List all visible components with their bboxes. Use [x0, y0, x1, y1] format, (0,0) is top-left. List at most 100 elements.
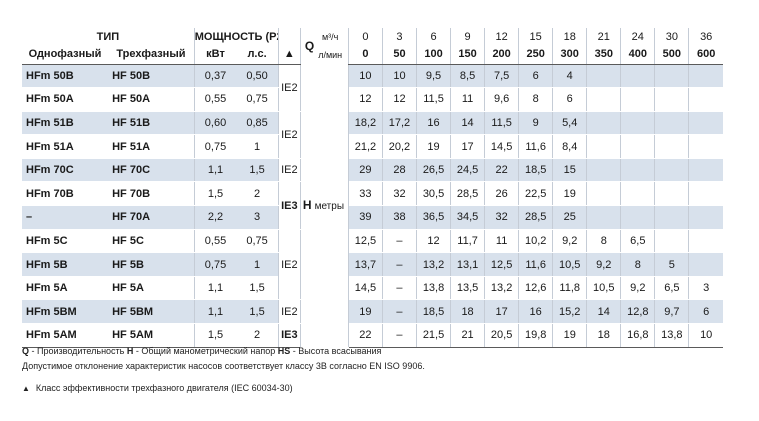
- flow-lmin-header: 400: [620, 45, 655, 65]
- head-value: 6: [552, 87, 587, 112]
- head-value: 12,5: [484, 252, 519, 277]
- head-value: 10,5: [586, 276, 621, 301]
- head-value: 24,5: [450, 158, 485, 183]
- head-value: 13,1: [450, 252, 485, 277]
- flow-m3h-header: 3: [381, 28, 417, 46]
- head-value: 34,5: [450, 205, 485, 230]
- power-hp: 2: [236, 323, 279, 348]
- head-value: 12: [347, 87, 383, 112]
- head-value: [654, 87, 689, 112]
- head-value: [620, 134, 655, 159]
- three-phase-model: HF 51B: [108, 111, 195, 136]
- head-value: 17,2: [381, 111, 417, 136]
- power-kw: 1,5: [193, 323, 237, 348]
- efficiency-note: ▲ Класс эффективности трехфазного двигате…: [22, 383, 293, 393]
- head-value: 15: [552, 158, 587, 183]
- head-value: 12,5: [347, 229, 383, 254]
- head-value: 13,2: [484, 276, 519, 301]
- single-phase-model: HFm 5C: [22, 229, 109, 254]
- power-hp: 2: [236, 181, 279, 207]
- head-value: [654, 229, 689, 254]
- head-value: 4: [552, 64, 587, 89]
- head-value: 11,8: [552, 276, 587, 301]
- single-phase-model: HFm 70B: [22, 181, 109, 207]
- head-value: 5: [654, 252, 689, 277]
- head-value: 15,2: [552, 299, 587, 325]
- head-value: 20,2: [381, 134, 417, 159]
- head-value: 10,2: [518, 229, 553, 254]
- head-value: 21,5: [415, 323, 451, 348]
- head-value: [654, 111, 689, 136]
- power-hp: 0,75: [236, 229, 279, 254]
- head-value: 8,4: [552, 134, 587, 159]
- flow-lmin-header: 150: [450, 45, 485, 65]
- table-row: HFm 70C HF 70C 1,1 1,5 IE2 29 28 26,5 24,5 22 18,5…: [22, 158, 723, 183]
- tolerance-note: Допустимое отклонение характеристик насо…: [22, 361, 425, 371]
- head-value: [586, 64, 621, 89]
- single-phase-model: HFm 5AM: [22, 323, 109, 348]
- efficiency-class: IE3: [277, 181, 301, 230]
- head-value: 22,5: [518, 181, 553, 207]
- head-value: 18,2: [347, 111, 383, 136]
- power-kw: 0,55: [193, 87, 237, 112]
- head-value: 9,5: [415, 64, 451, 89]
- power-hp: 1: [236, 134, 279, 159]
- head-value: 11,6: [518, 134, 553, 159]
- head-value: –: [381, 276, 417, 301]
- power-hp: 0,50: [236, 64, 279, 89]
- table-row: HFm 5B HF 5B 0,75 1 13,7–13,2 13,1 12,5 11,6 10,…: [22, 252, 723, 277]
- efficiency-class: IE2: [277, 158, 301, 183]
- head-value: 14,5: [347, 276, 383, 301]
- hp-header: л.с.: [236, 45, 279, 65]
- head-value: 6,5: [654, 276, 689, 301]
- head-value: 6: [688, 299, 723, 325]
- head-value: 30,5: [415, 181, 451, 207]
- flow-lmin-header: 300: [552, 45, 587, 65]
- flow-lmin-header: 500: [654, 45, 689, 65]
- head-value: 11,6: [518, 252, 553, 277]
- flow-unit-header: Q м³/ч л/мин: [300, 28, 348, 64]
- head-value: 9,7: [654, 299, 689, 325]
- power-hp: 3: [236, 205, 279, 230]
- head-value: 9: [518, 111, 553, 136]
- three-phase-model: HF 51A: [108, 134, 195, 159]
- head-value: 10: [688, 323, 723, 348]
- head-value: 36,5: [415, 205, 451, 230]
- flow-lmin-header: 0: [347, 45, 383, 65]
- head-value: –: [381, 323, 417, 348]
- flow-lmin-header: 100: [415, 45, 451, 65]
- header-row-2: Однофазный Трехфазный кВт л.с. ▲ 0 50 100 1…: [22, 45, 723, 65]
- head-value: 11,7: [450, 229, 485, 254]
- head-value: [586, 111, 621, 136]
- head-value: 11,5: [415, 87, 451, 112]
- flow-m3h-header: 21: [586, 28, 621, 46]
- head-value: –: [381, 252, 417, 277]
- head-value: 9,2: [552, 229, 587, 254]
- head-value: 7,5: [484, 64, 519, 89]
- head-value: 8: [586, 229, 621, 254]
- power-kw: 1,5: [193, 181, 237, 207]
- head-value: [620, 181, 655, 207]
- head-value: 33: [347, 181, 383, 207]
- head-value: 14: [586, 299, 621, 325]
- head-value: 19: [552, 181, 587, 207]
- single-phase-header: Однофазный: [22, 45, 109, 65]
- head-value: 3: [688, 276, 723, 301]
- head-value: 19: [347, 299, 383, 325]
- table-row: HFm 5BM HF 5BM 1,1 1,5 IE2 19–18,5 18 17 16 15,2 1…: [22, 299, 723, 325]
- flow-m3h-header: 12: [484, 28, 519, 46]
- flow-m3h-header: 0: [347, 28, 383, 46]
- flow-m3h-header: 15: [518, 28, 553, 46]
- head-value: [688, 158, 723, 183]
- table-row: HFm 5A HF 5A 1,1 1,5 14,5–13,8 13,5 13,2 12,6 11…: [22, 276, 723, 301]
- three-phase-header: Трехфазный: [108, 45, 195, 65]
- single-phase-model: HFm 50A: [22, 87, 109, 112]
- head-value: 20,5: [484, 323, 519, 348]
- head-value: [654, 64, 689, 89]
- head-value: 9,2: [586, 252, 621, 277]
- head-value: [586, 134, 621, 159]
- kw-header: кВт: [193, 45, 237, 65]
- header-row-1: ТИП МОЩНОСТЬ (P2) Q м³/ч л/мин 0 3 6 9 12 15 1…: [22, 28, 723, 60]
- head-value: 11,5: [484, 111, 519, 136]
- power-kw: 0,37: [193, 64, 237, 89]
